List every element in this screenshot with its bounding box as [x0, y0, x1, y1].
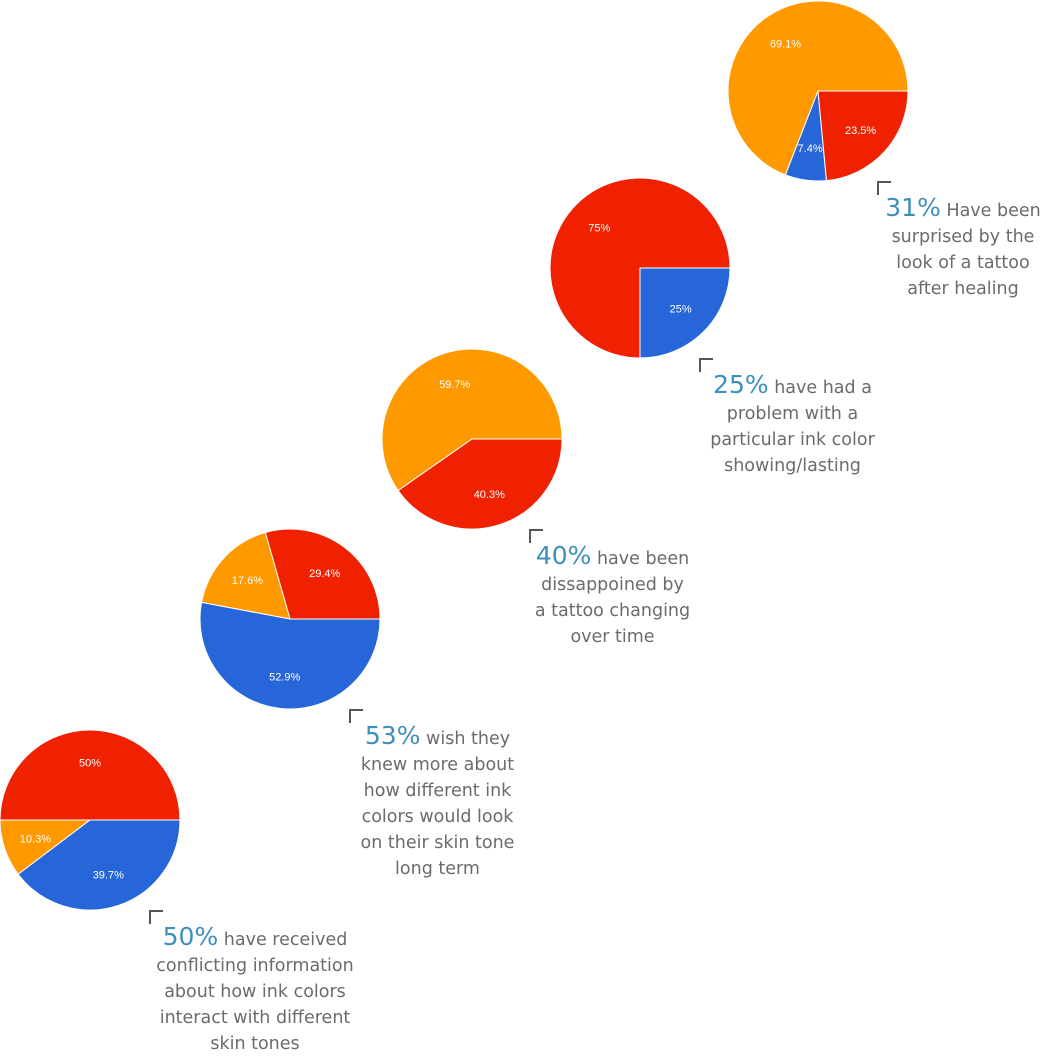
pie-slice	[817, 90, 909, 182]
slice-label: 40.3%	[474, 489, 505, 501]
caption-4: 25% have had a problem with a particular i…	[680, 372, 905, 479]
pie-chart-3: 59.7% 40.3%	[381, 348, 563, 530]
slice-label: 29.4%	[309, 568, 340, 580]
caption-line: particular ink color	[710, 430, 875, 450]
slice-label: 75%	[588, 222, 610, 234]
caption-bracket	[529, 529, 543, 543]
slice-label: 25%	[670, 304, 692, 316]
caption-line: conflicting information	[156, 956, 354, 976]
caption-line: how different ink	[363, 781, 512, 801]
caption-bracket	[149, 910, 163, 924]
stat-percent: 31%	[885, 193, 941, 222]
slice-label: 59.7%	[439, 379, 470, 391]
caption-bracket	[699, 358, 713, 372]
caption-line: surprised by the	[891, 227, 1035, 247]
pie-slice	[200, 531, 291, 620]
slice-label: 52.9%	[269, 671, 300, 683]
stat-percent: 50%	[162, 922, 219, 951]
caption-line: skin tones	[210, 1034, 300, 1054]
caption-bracket	[877, 181, 891, 195]
caption-text: wish they	[420, 729, 511, 749]
pie-slice	[199, 601, 381, 710]
caption-line: long term	[395, 859, 480, 879]
caption-line: look of a tattoo	[896, 253, 1030, 273]
caption-line: problem with a	[726, 404, 859, 424]
pie-slice	[381, 348, 563, 492]
pie-chart-5: 69.1% 7.4% 23.5%	[727, 0, 909, 182]
caption-line: over time	[570, 627, 655, 647]
caption-line: colors would look	[361, 807, 514, 827]
caption-line: about how ink colors	[164, 982, 346, 1002]
slice-label: 17.6%	[232, 575, 263, 587]
caption-line: a tattoo changing	[534, 601, 691, 621]
caption-line: interact with different	[159, 1008, 351, 1028]
caption-line: on their skin tone	[360, 833, 515, 853]
pie-chart-2: 29.4% 17.6% 52.9%	[199, 528, 381, 710]
pie-slice	[0, 729, 181, 821]
slice-label: 7.4%	[798, 143, 823, 155]
caption-2: 53% wish they knew more about how differen…	[330, 723, 545, 882]
stat-percent: 40%	[535, 541, 592, 570]
caption-line: showing/lasting	[724, 456, 861, 476]
caption-5: 31% Have been surprised by the look of a t…	[858, 195, 1059, 302]
pie-slice	[727, 0, 909, 176]
caption-line: after healing	[907, 279, 1019, 299]
stat-percent: 53%	[364, 721, 421, 750]
caption-1: 50% have received conflicting information…	[130, 924, 380, 1057]
caption-line: knew more about	[360, 755, 515, 775]
caption-line: dissappoined by	[541, 575, 684, 595]
pie-slice	[264, 528, 381, 620]
slice-label: 23.5%	[845, 125, 876, 137]
caption-text: Have been	[940, 201, 1041, 221]
caption-text: have received	[218, 930, 348, 950]
caption-bracket	[349, 709, 363, 723]
slice-label: 39.7%	[93, 870, 124, 882]
caption-text: have been	[591, 549, 690, 569]
caption-text: have had a	[768, 378, 872, 398]
stat-percent: 25%	[713, 370, 769, 399]
slice-label: 50%	[79, 757, 101, 769]
pie-chart-1: 50% 10.3% 39.7%	[0, 729, 181, 911]
slice-label: 10.3%	[20, 833, 51, 845]
pie-slice	[397, 438, 563, 530]
pie-slice	[17, 819, 181, 911]
pie-slice	[639, 267, 731, 359]
pie-chart-4: 75% 25%	[549, 177, 731, 359]
slice-label: 69.1%	[770, 39, 801, 51]
caption-3: 40% have been dissappoined by a tattoo cha…	[510, 543, 715, 650]
